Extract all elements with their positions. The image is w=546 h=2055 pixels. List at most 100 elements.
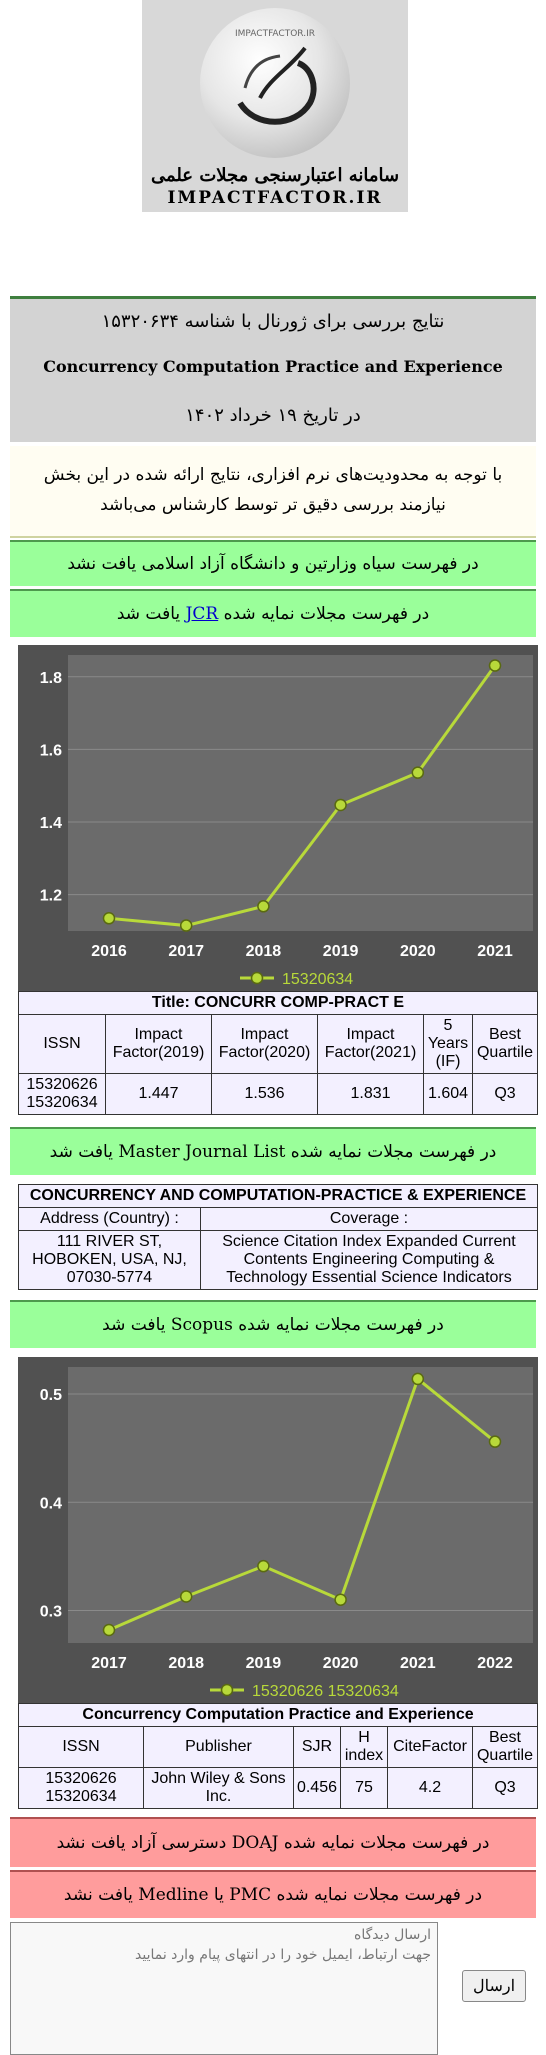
journal-title: Concurrency Computation Practice and Exp…: [43, 357, 503, 376]
comment-placeholder-hint: جهت ارتباط، ایمیل خود را در انتهای پیام …: [135, 1947, 431, 1963]
x-tick-label: 2020: [400, 943, 436, 960]
mjl-coverage-label: Coverage :: [200, 1207, 538, 1231]
legend-label: 15320626 15320634: [252, 1683, 399, 1700]
scopus-cell-issn: 15320626 15320634: [18, 1767, 144, 1809]
x-tick-label: 2017: [91, 1655, 127, 1672]
scopus-status-prefix: در فهرست مجلات نمایه شده: [238, 1315, 444, 1335]
results-date-line: در تاریخ ۱۹ خرداد ۱۴۰۲: [185, 405, 361, 426]
mjl-status: در فهرست مجلات نمایه شده Master Journal …: [10, 1127, 536, 1175]
jcr-header-quartile: Best Quartile: [472, 1014, 538, 1074]
legend-label: 15320634: [282, 971, 353, 988]
data-point: [488, 1435, 502, 1448]
mjl-address: 111 RIVER ST, HOBOKEN, USA, NJ, 07030-57…: [18, 1230, 201, 1290]
mjl-table-title: CONCURRENCY AND COMPUTATION-PRACTICE & E…: [18, 1184, 538, 1208]
scopus-cell-hindex: 75: [340, 1767, 388, 1809]
x-tick-label: 2021: [400, 1655, 436, 1672]
warning-line-2: نیازمند بررسی دقیق تر توسط کارشناس می‌با…: [100, 495, 446, 515]
jcr-chart: 1.2 1.4 1.6 1.8 2016 2017 2018 2019 2020 2021 1532…: [18, 645, 538, 991]
jcr-cell-if2021: 1.831: [317, 1073, 424, 1115]
data-point: [334, 1593, 347, 1606]
mjl-status-name: Master Journal List: [118, 1142, 286, 1162]
series-line: [108, 664, 497, 928]
data-point: [102, 912, 116, 925]
data-point: [411, 1372, 425, 1386]
scopus-header-quartile: Best Quartile: [472, 1726, 538, 1768]
scopus-header-issn: ISSN: [18, 1726, 144, 1768]
scopus-cell-citefactor: 4.2: [387, 1767, 473, 1809]
logo-calligraphy-icon: IMPACTFACTOR.IR: [235, 29, 317, 125]
data-point: [179, 1590, 193, 1603]
jcr-header-issn: ISSN: [18, 1014, 106, 1074]
plot-area: [68, 1367, 533, 1643]
table-row: 15320626 15320634 1.447 1.536 1.831 1.60…: [18, 1073, 538, 1115]
jcr-cell-if2019: 1.447: [105, 1073, 212, 1115]
doaj-status-suffix: دسترسی آزاد یافت نشد: [56, 1833, 227, 1853]
data-point: [488, 659, 502, 672]
logo-title-en: IMPACTFACTOR.IR: [167, 188, 383, 208]
scopus-chart: 0.3 0.4 0.5 2017 2018 2019 2020 2021 2022 1532062…: [18, 1357, 538, 1703]
comment-textarea[interactable]: ارسال دیدگاه جهت ارتباط، ایمیل خود را در…: [10, 1922, 438, 2055]
y-tick-label: 1.4: [40, 815, 62, 832]
x-tick-label: 2022: [477, 1655, 513, 1672]
pmc-status-name: PMC یا Medline: [138, 1885, 272, 1905]
y-tick-label: 1.6: [40, 742, 62, 759]
logo-title-fa: سامانه اعتبارسنجی مجلات علمی: [150, 165, 400, 186]
mjl-coverage: Science Citation Index Expanded Current …: [200, 1230, 538, 1290]
data-point: [334, 798, 347, 812]
jcr-cell-5year: 1.604: [423, 1073, 473, 1115]
plot-area: [68, 655, 533, 931]
y-tick-label: 0.5: [40, 1387, 62, 1404]
x-tick-label: 2020: [323, 1655, 359, 1672]
x-tick-label: 2019: [246, 1655, 282, 1672]
y-tick-label: 1.8: [40, 670, 62, 687]
scopus-header-sjr: SJR: [292, 1726, 342, 1768]
scopus-table: Concurrency Computation Practice and Exp…: [18, 1703, 538, 1809]
x-tick-label: 2019: [323, 943, 359, 960]
scopus-status-name: Scopus: [170, 1315, 233, 1335]
legend-marker: [250, 971, 264, 985]
doaj-status-name: DOAJ: [231, 1833, 279, 1853]
jcr-cell-if2020: 1.536: [211, 1073, 318, 1115]
data-point: [102, 1623, 116, 1637]
scopus-table-title: Concurrency Computation Practice and Exp…: [18, 1703, 538, 1727]
jcr-cell-quartile: Q3: [472, 1073, 538, 1115]
pmc-status: در فهرست مجلات نمایه شده PMC یا Medline …: [10, 1870, 536, 1918]
mjl-status-suffix: یافت شد: [49, 1142, 113, 1162]
scopus-status-suffix: یافت شد: [102, 1315, 166, 1335]
jcr-header-if2021: Impact Factor(2021): [317, 1014, 424, 1074]
mjl-address-label: Address (Country) :: [18, 1207, 201, 1231]
warning-line-1: با توجه به محدودیت‌های نرم افزاری، نتایج…: [43, 465, 503, 485]
scopus-header-citefactor: CiteFactor: [387, 1726, 473, 1768]
scopus-cell-sjr: 0.456: [292, 1767, 342, 1809]
scopus-header-publisher: Publisher: [143, 1726, 294, 1768]
x-tick-label: 2018: [246, 943, 282, 960]
pmc-status-suffix: یافت نشد: [63, 1885, 133, 1905]
jcr-header-if2020: Impact Factor(2020): [211, 1014, 318, 1074]
series-line: [108, 1376, 496, 1632]
results-header: نتایج بررسی برای ژورنال با شناسه ۱۵۳۲۰۶۳…: [10, 296, 536, 442]
blacklist-status: در فهرست سیاه وزارتین و دانشگاه آزاد اسل…: [10, 540, 536, 586]
legend-marker: [220, 1683, 234, 1697]
jcr-chart-svg: 1.2 1.4 1.6 1.8 2016 2017 2018 2019 2020 2021 1532…: [40, 655, 533, 988]
table-header-row: ISSN Publisher SJR H index CiteFactor Be…: [18, 1726, 538, 1768]
jcr-table: Title: CONCURR COMP-PRACT E ISSN Impact …: [18, 991, 538, 1115]
x-tick-label: 2016: [91, 943, 127, 960]
jcr-status: در فهرست مجلات نمایه شده JCR یافت شد: [10, 589, 536, 637]
jcr-table-title: Title: CONCURR COMP-PRACT E: [18, 991, 538, 1015]
comment-placeholder-title: ارسال دیدگاه: [353, 1927, 431, 1943]
jcr-header-5year: 5 Years (IF): [423, 1014, 473, 1074]
data-point: [257, 1559, 270, 1573]
jcr-status-prefix: در فهرست مجلات نمایه شده: [223, 604, 430, 624]
results-id-line: نتایج بررسی برای ژورنال با شناسه ۱۵۳۲۰۶۳…: [101, 311, 445, 332]
jcr-link[interactable]: JCR: [185, 604, 219, 624]
data-point: [411, 766, 425, 779]
x-tick-label: 2018: [168, 1655, 204, 1672]
table-header-row: Address (Country) : Coverage :: [18, 1207, 538, 1231]
jcr-cell-issn: 15320626 15320634: [18, 1073, 106, 1115]
scopus-header-hindex: H index: [340, 1726, 388, 1768]
doaj-status: در فهرست مجلات نمایه شده DOAJ دسترسی آزا…: [10, 1817, 536, 1867]
scopus-chart-svg: 0.3 0.4 0.5 2017 2018 2019 2020 2021 2022 1532062…: [40, 1367, 533, 1700]
table-header-row: ISSN Impact Factor(2019) Impact Factor(2…: [18, 1014, 538, 1074]
send-button[interactable]: ارسال: [462, 1970, 526, 2002]
jcr-status-suffix: یافت شد: [116, 604, 181, 624]
